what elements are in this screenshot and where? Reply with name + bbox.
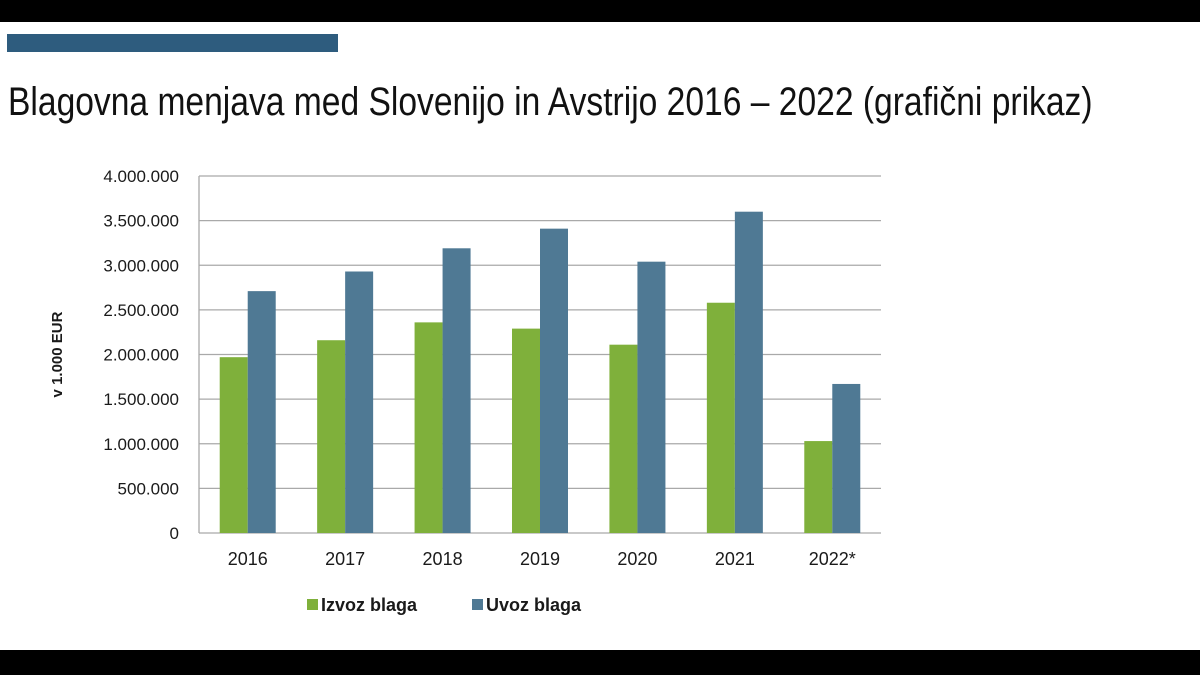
bar-uvoz — [832, 383, 861, 533]
bar-uvoz — [345, 271, 374, 533]
bar-izvoz — [317, 340, 346, 533]
bar-izvoz — [219, 357, 248, 533]
x-tick-label: 2018 — [423, 549, 463, 569]
bar-uvoz — [442, 248, 471, 534]
y-tick-label: 3.500.000 — [103, 212, 179, 231]
bar-izvoz — [804, 441, 833, 533]
slide-title: Blagovna menjava med Slovenijo in Avstri… — [8, 80, 1093, 124]
bar-izvoz — [706, 302, 735, 533]
slide: Blagovna menjava med Slovenijo in Avstri… — [0, 22, 1200, 650]
y-axis-label: v 1.000 EUR — [49, 311, 66, 397]
x-tick-label: 2016 — [228, 549, 268, 569]
x-tick-label: 2021 — [715, 549, 755, 569]
y-tick-label: 1.000.000 — [103, 435, 179, 454]
y-tick-label: 500.000 — [118, 479, 179, 498]
legend-swatch — [307, 599, 318, 610]
legend-swatch — [472, 599, 483, 610]
bar-izvoz — [609, 344, 638, 533]
x-tick-label: 2017 — [325, 549, 365, 569]
bar-uvoz — [637, 261, 666, 533]
bar-izvoz — [512, 328, 540, 533]
bar-chart: 0 500.000 1.000.000 1.500.000 2.000.000 2.500… — [49, 167, 881, 615]
legend-label: Uvoz blaga — [486, 595, 582, 615]
y-tick-label: 4.000.000 — [103, 167, 179, 186]
legend-label: Izvoz blaga — [321, 595, 418, 615]
x-tick-label: 2022* — [809, 549, 856, 569]
bar-uvoz — [734, 211, 763, 533]
bar-izvoz — [414, 322, 443, 533]
x-tick-label: 2019 — [520, 549, 560, 569]
accent-bar — [7, 34, 338, 52]
y-tick-label: 2.500.000 — [103, 301, 179, 320]
y-tick-label: 1.500.000 — [103, 390, 179, 409]
x-tick-label: 2020 — [617, 549, 657, 569]
y-tick-label: 2.000.000 — [103, 346, 179, 365]
bar-uvoz — [247, 291, 276, 533]
y-tick-label: 3.000.000 — [103, 256, 179, 275]
y-tick-label: 0 — [170, 524, 179, 543]
bar-uvoz — [540, 228, 568, 533]
